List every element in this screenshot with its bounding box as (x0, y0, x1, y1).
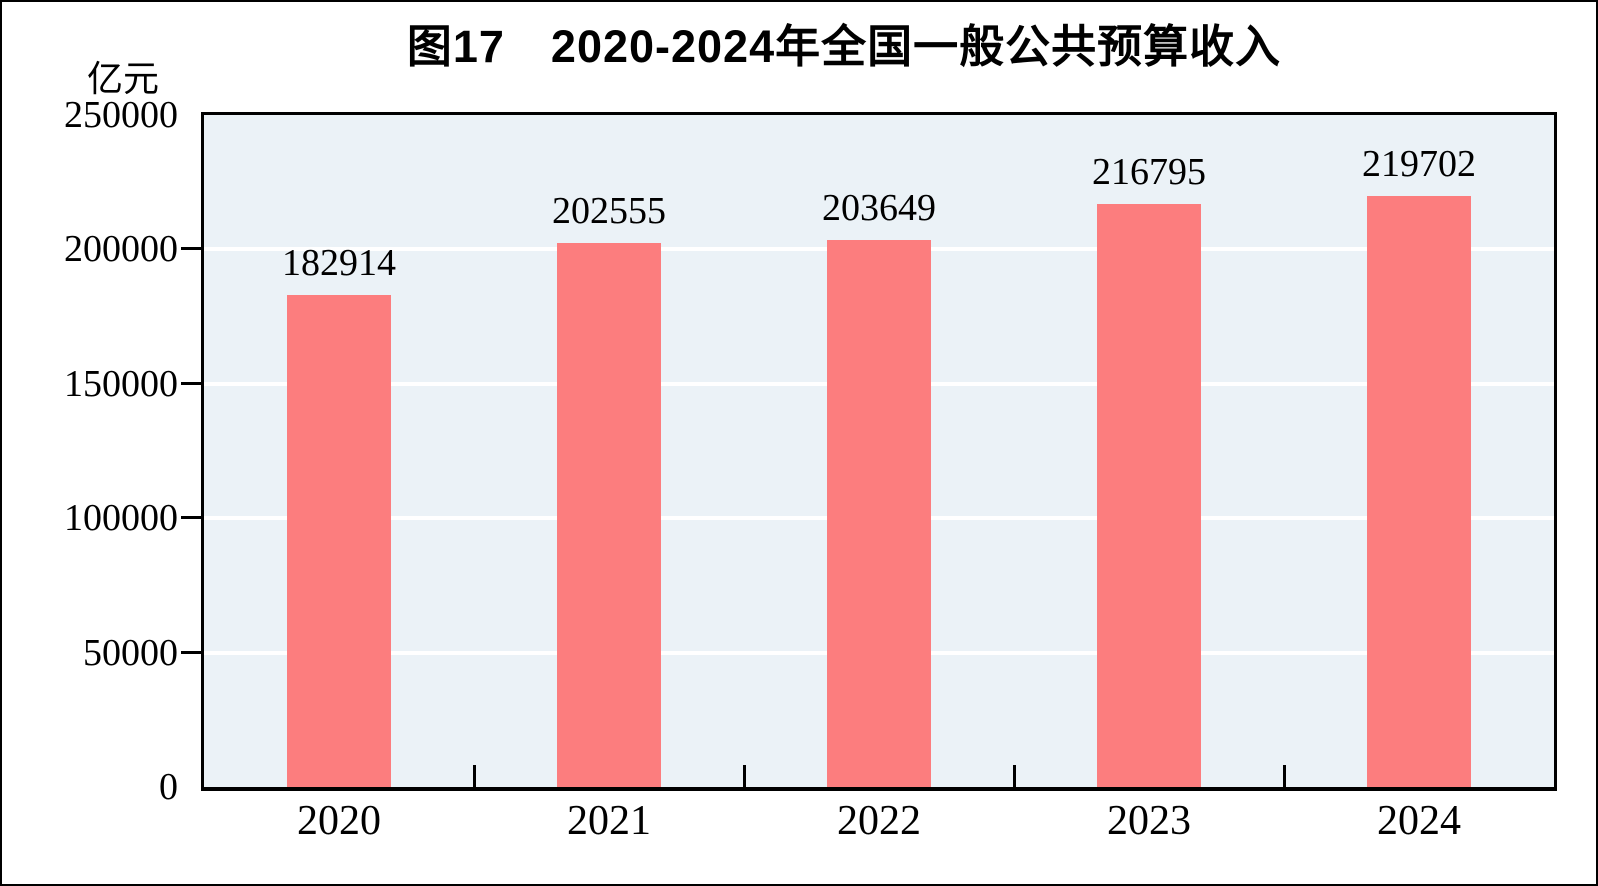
y-axis-tick (181, 381, 201, 385)
y-axis-label-200000: 200000 (64, 228, 178, 271)
chart-title: 图17 2020-2024年全国一般公共预算收入 (406, 21, 1282, 72)
bar-value-label-2022: 203649 (822, 186, 936, 229)
x-axis-tick (1012, 765, 1016, 787)
y-axis-tick (181, 247, 201, 251)
bar-2022 (827, 239, 931, 787)
y-axis-label-0: 0 (159, 766, 178, 808)
x-axis-label-2024: 2024 (1377, 798, 1461, 844)
bar-2023 (1097, 204, 1201, 787)
x-axis-tick (742, 765, 746, 787)
y-axis-label-100000: 100000 (64, 497, 178, 540)
bar-2024 (1367, 196, 1471, 787)
y-axis-tick (181, 650, 201, 654)
bar-2020 (287, 295, 391, 787)
x-axis-label-2023: 2023 (1107, 798, 1191, 844)
y-axis-label-250000: 250000 (64, 94, 178, 136)
x-axis-tick (472, 765, 476, 787)
bar-value-label-2020: 182914 (282, 242, 396, 285)
x-axis-label-2021: 2021 (567, 798, 651, 844)
plot-area: 182914 202555 203649 216795 219702 (201, 112, 1557, 791)
x-axis-tick (1282, 765, 1286, 787)
bar-value-label-2021: 202555 (552, 189, 666, 232)
bar-2021 (557, 242, 661, 787)
x-axis-label-2022: 2022 (837, 798, 921, 844)
y-axis-label-50000: 50000 (83, 631, 178, 674)
x-axis-label-2020: 2020 (297, 798, 381, 844)
bar-value-label-2023: 216795 (1092, 151, 1206, 194)
y-axis-unit-label: 亿元 (87, 58, 160, 99)
y-axis-label-150000: 150000 (64, 362, 178, 405)
bar-value-label-2024: 219702 (1362, 143, 1476, 186)
y-axis-tick (181, 516, 201, 520)
